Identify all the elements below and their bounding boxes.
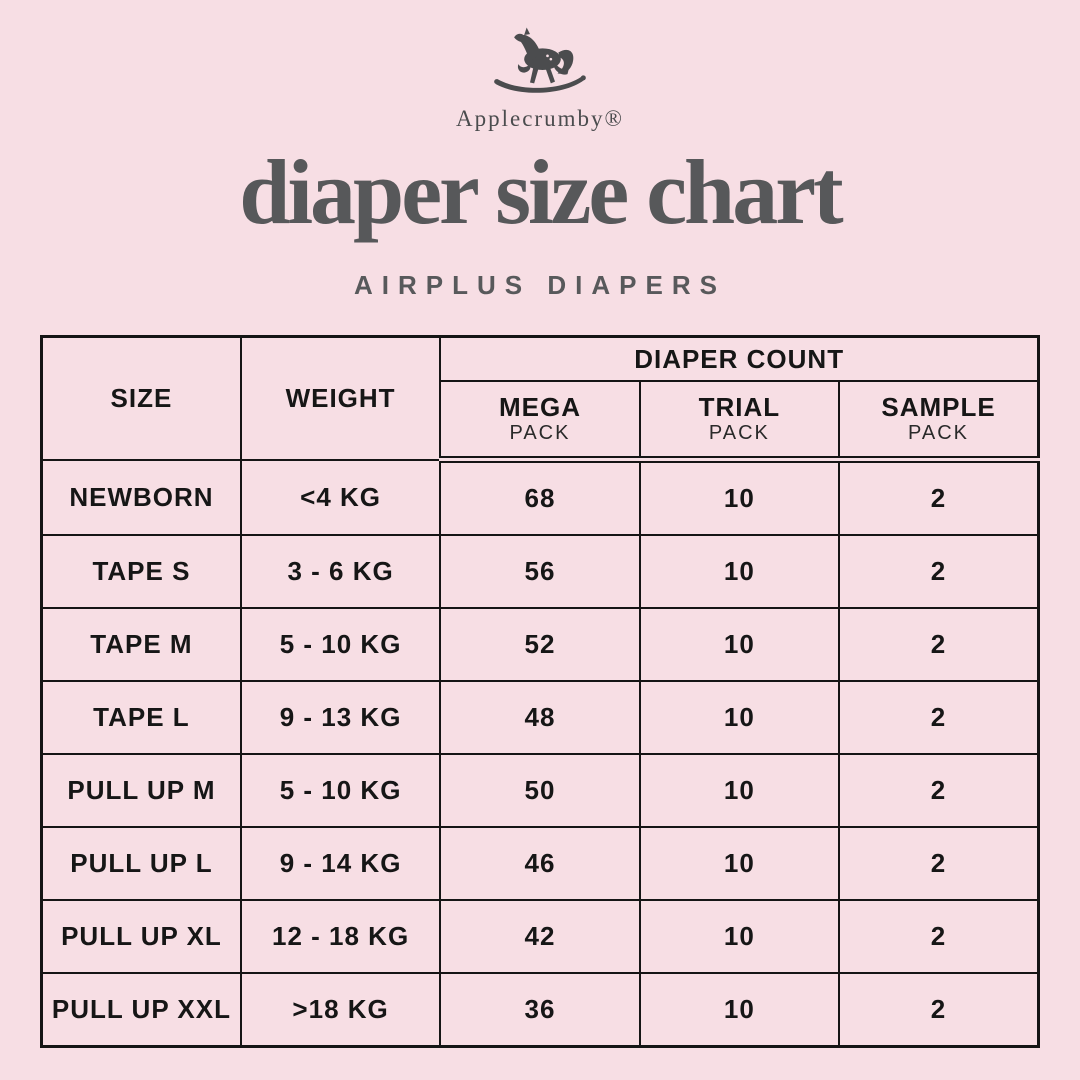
cell-mega: 68 <box>439 458 641 536</box>
cell-mega: 52 <box>439 607 641 682</box>
table-row: PULL UP XL 12 - 18 KG 42 10 2 <box>40 899 1040 974</box>
cell-weight: 9 - 14 KG <box>239 826 442 901</box>
cell-trial: 10 <box>638 826 841 901</box>
table-header: SIZE WEIGHT DIAPER COUNT MEGA PACK TRIAL… <box>40 335 1040 463</box>
cell-size: NEWBORN <box>40 458 242 536</box>
cell-trial: 10 <box>638 607 841 682</box>
cell-weight: 5 - 10 KG <box>239 753 442 828</box>
cell-trial: 10 <box>638 680 841 755</box>
cell-mega: 36 <box>439 972 641 1048</box>
pack-name-trial: TRIAL <box>698 392 781 423</box>
cell-size: PULL UP XL <box>40 899 242 974</box>
size-chart-table: SIZE WEIGHT DIAPER COUNT MEGA PACK TRIAL… <box>40 335 1040 1048</box>
cell-mega: 42 <box>439 899 641 974</box>
header-row-sub: MEGA PACK TRIAL PACK SAMPLE PACK <box>42 380 1040 463</box>
column-header-sample-pack: SAMPLE PACK <box>838 380 1040 463</box>
cell-sample: 2 <box>838 753 1040 828</box>
pack-name-sample: SAMPLE <box>881 392 996 423</box>
cell-sample: 2 <box>838 826 1040 901</box>
header-row-top: SIZE WEIGHT DIAPER COUNT <box>40 335 1040 461</box>
cell-size: TAPE S <box>40 534 242 609</box>
cell-weight: 3 - 6 KG <box>239 534 442 609</box>
cell-weight: 9 - 13 KG <box>239 680 442 755</box>
cell-size: TAPE L <box>40 680 242 755</box>
cell-mega: 56 <box>439 534 641 609</box>
cell-trial: 10 <box>638 753 841 828</box>
cell-sample: 2 <box>838 899 1040 974</box>
cell-sample: 2 <box>838 680 1040 755</box>
pack-sub-mega: PACK <box>509 421 571 444</box>
cell-trial: 10 <box>638 458 841 536</box>
cell-size: PULL UP XXL <box>40 972 242 1048</box>
cell-mega: 48 <box>439 680 641 755</box>
brand-logo: Applecrumby® <box>0 24 1080 130</box>
page-header: Applecrumby® diaper size chart AIRPLUS D… <box>0 0 1080 301</box>
column-header-size: SIZE <box>40 335 242 461</box>
cell-sample: 2 <box>838 972 1040 1048</box>
cell-mega: 50 <box>439 753 641 828</box>
cell-trial: 10 <box>638 972 841 1048</box>
page-title: diaper size chart <box>239 141 843 243</box>
table-row: PULL UP XXL >18 KG 36 10 2 <box>40 972 1040 1048</box>
cell-sample: 2 <box>838 458 1040 536</box>
pack-sub-trial: PACK <box>708 421 770 444</box>
cell-weight: <4 KG <box>239 458 442 536</box>
cell-weight: 5 - 10 KG <box>239 607 442 682</box>
pack-sub-sample: PACK <box>908 421 970 444</box>
cell-sample: 2 <box>838 607 1040 682</box>
column-header-weight: WEIGHT <box>239 335 442 461</box>
brand-name: Applecrumby® <box>456 106 624 131</box>
cell-weight: 12 - 18 KG <box>239 899 442 974</box>
page-subtitle: AIRPLUS DIAPERS <box>354 270 726 300</box>
cell-trial: 10 <box>638 899 841 974</box>
column-header-trial-pack: TRIAL PACK <box>638 380 841 463</box>
table-row: NEWBORN <4 KG 68 10 2 <box>40 458 1040 536</box>
cell-sample: 2 <box>838 534 1040 609</box>
cell-size: TAPE M <box>40 607 242 682</box>
cell-mega: 46 <box>439 826 641 901</box>
cell-size: PULL UP L <box>40 826 242 901</box>
pack-name-mega: MEGA <box>498 392 581 423</box>
cell-size: PULL UP M <box>40 753 242 828</box>
cell-trial: 10 <box>638 534 841 609</box>
column-header-diaper-count: DIAPER COUNT <box>439 335 1040 382</box>
rocking-horse-icon <box>494 27 586 93</box>
column-header-mega-pack: MEGA PACK <box>439 380 641 463</box>
cell-weight: >18 KG <box>239 972 442 1048</box>
